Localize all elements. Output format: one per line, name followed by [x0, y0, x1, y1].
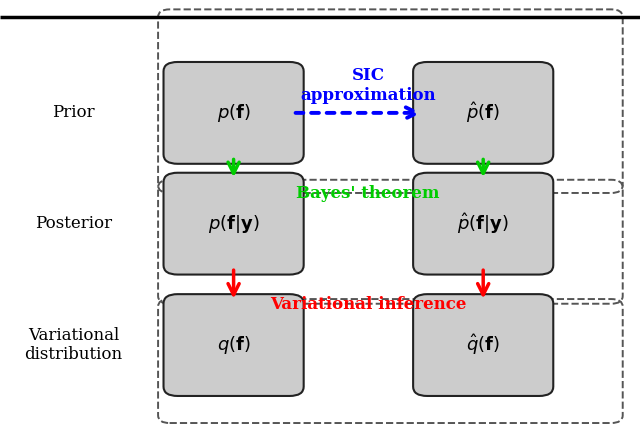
FancyBboxPatch shape: [413, 173, 553, 275]
Text: $\hat{q}(\mathbf{f})$: $\hat{q}(\mathbf{f})$: [467, 333, 500, 357]
Text: Posterior: Posterior: [35, 215, 112, 232]
FancyBboxPatch shape: [164, 173, 303, 275]
Text: $\hat{p}(\mathbf{f})$: $\hat{p}(\mathbf{f})$: [467, 101, 500, 125]
Text: $\hat{p}(\mathbf{f}|\mathbf{y})$: $\hat{p}(\mathbf{f}|\mathbf{y})$: [458, 211, 509, 236]
FancyBboxPatch shape: [413, 294, 553, 396]
Text: SIC
approximation: SIC approximation: [300, 67, 436, 104]
FancyBboxPatch shape: [164, 294, 303, 396]
Text: Bayes' theorem: Bayes' theorem: [296, 185, 440, 202]
Text: $q(\mathbf{f})$: $q(\mathbf{f})$: [217, 334, 250, 356]
Text: $p(\mathbf{f})$: $p(\mathbf{f})$: [217, 102, 250, 124]
Text: Variational
distribution: Variational distribution: [24, 327, 123, 363]
FancyBboxPatch shape: [413, 62, 553, 164]
Text: Variational inference: Variational inference: [270, 296, 466, 313]
FancyBboxPatch shape: [164, 62, 303, 164]
Text: $p(\mathbf{f}|\mathbf{y})$: $p(\mathbf{f}|\mathbf{y})$: [208, 213, 259, 235]
Text: Prior: Prior: [52, 104, 95, 121]
